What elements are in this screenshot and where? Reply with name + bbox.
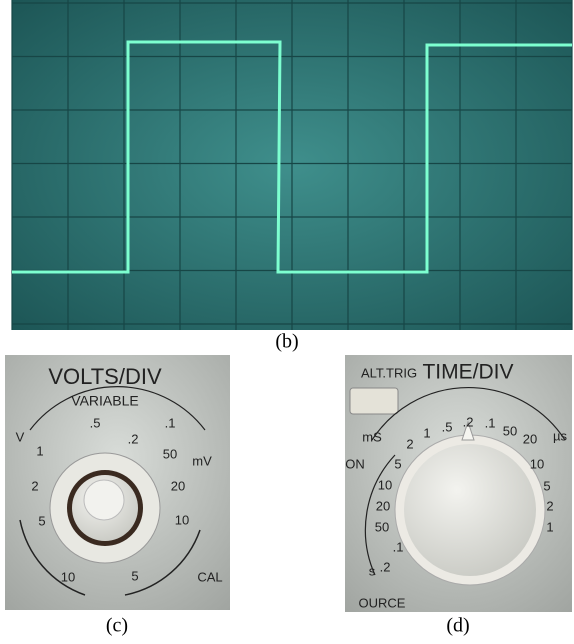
- volts-div-photo: [5, 355, 230, 610]
- dial-label: 5: [38, 513, 45, 528]
- dial-label: OURCE: [359, 595, 406, 610]
- dial-label: 20: [171, 478, 185, 493]
- dial-label: µs: [553, 428, 567, 443]
- dial-label: 50: [375, 519, 389, 534]
- dial-label: 50: [503, 423, 517, 438]
- dial-label: mV: [192, 453, 212, 468]
- panel-label: (c): [106, 615, 128, 637]
- dial-label: 20: [523, 431, 537, 446]
- dial-label: .1: [485, 415, 496, 430]
- dial-label: 2: [406, 436, 413, 451]
- dial-label: CAL: [197, 569, 222, 584]
- dial-label: V: [16, 429, 25, 444]
- dial-label: 5: [543, 478, 550, 493]
- dial-label: 2: [546, 498, 553, 513]
- dial-label: 1: [423, 425, 430, 440]
- scope-photo: [11, 0, 573, 330]
- dial-label: .5: [442, 419, 453, 434]
- panel-label: (b): [275, 331, 298, 353]
- dial-label: .5: [90, 415, 101, 430]
- dial-label: 2: [31, 478, 38, 493]
- dial-label: 5: [131, 568, 138, 583]
- dial-label: .1: [393, 539, 404, 554]
- dial-label: .1: [165, 415, 176, 430]
- panel-title: TIME/DIV: [422, 361, 513, 384]
- panel-label: (d): [446, 615, 469, 637]
- dial-label: .2: [463, 414, 474, 429]
- dial-label: 50: [163, 446, 177, 461]
- dial-label: mS: [362, 429, 382, 444]
- dial-label: 20: [376, 498, 390, 513]
- dial-label: 1: [36, 443, 43, 458]
- dial-label: ON: [345, 456, 365, 471]
- dial-label: 10: [61, 569, 75, 584]
- dial-label: .2: [380, 559, 391, 574]
- dial-label: 1: [546, 519, 553, 534]
- button-label: ALT.TRIG: [361, 365, 417, 380]
- panel-subtitle: VARIABLE: [71, 393, 138, 409]
- dial-label: 10: [175, 512, 189, 527]
- time-div-photo: [345, 355, 572, 612]
- panel-title: VOLTS/DIV: [48, 364, 162, 389]
- dial-label: .2: [128, 431, 139, 446]
- dial-label: 10: [378, 477, 392, 492]
- dial-label: 5: [394, 456, 401, 471]
- dial-label: s: [369, 563, 376, 578]
- dial-label: 10: [530, 456, 544, 471]
